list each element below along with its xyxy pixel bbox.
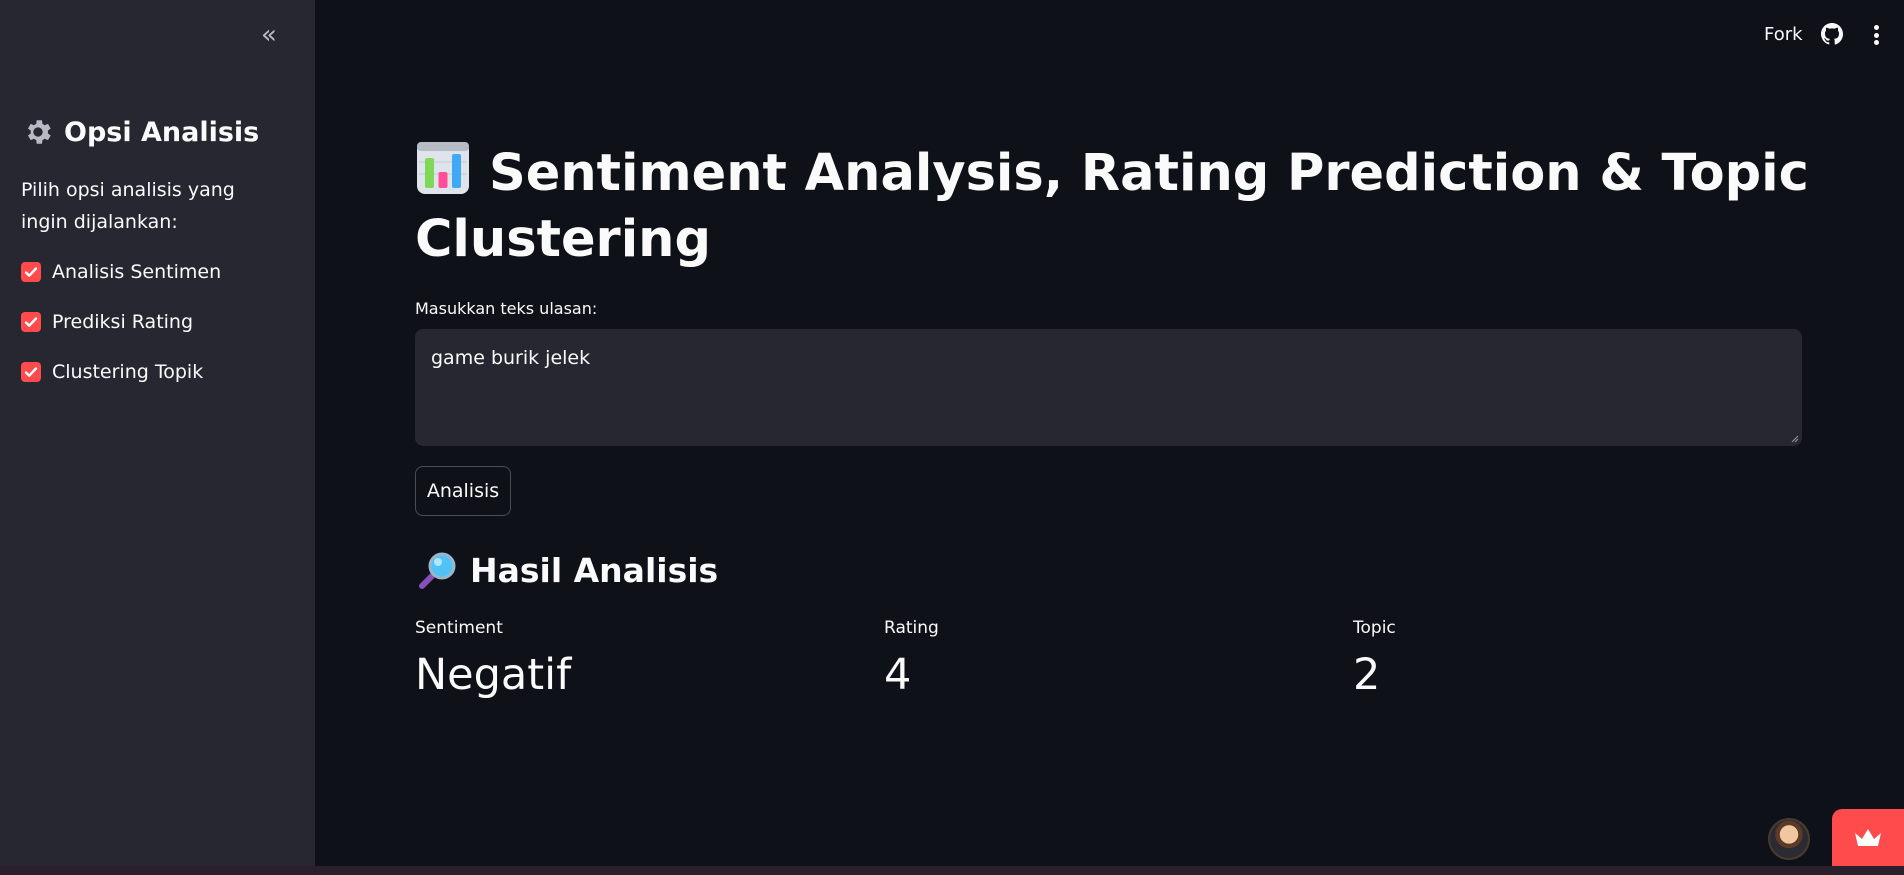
review-textarea[interactable]: game burik jelek bbox=[415, 329, 1802, 446]
sidebar-title-text: Opsi Analisis bbox=[64, 116, 260, 148]
review-textarea-value: game burik jelek bbox=[431, 347, 591, 369]
streamlit-badge-button[interactable] bbox=[1832, 809, 1904, 866]
magnifying-glass-icon bbox=[419, 552, 456, 589]
checkbox-checked-icon[interactable] bbox=[21, 262, 41, 282]
fork-button[interactable]: Fork bbox=[1764, 24, 1803, 45]
checkbox-checked-icon[interactable] bbox=[21, 362, 41, 382]
crown-icon bbox=[1855, 828, 1881, 846]
option-label: Analisis Sentimen bbox=[52, 261, 222, 283]
review-input-label: Masukkan teks ulasan: bbox=[415, 299, 598, 318]
sidebar-title: Opsi Analisis bbox=[22, 116, 259, 148]
checkbox-checked-icon[interactable] bbox=[21, 312, 41, 332]
taskbar-strip bbox=[0, 866, 1904, 875]
metric-rating: Rating 4 bbox=[884, 618, 939, 700]
metric-sentiment: Sentiment Negatif bbox=[415, 618, 571, 700]
metric-value: Negatif bbox=[415, 650, 572, 700]
metric-topic: Topic 2 bbox=[1353, 618, 1396, 700]
metric-label: Sentiment bbox=[415, 618, 503, 638]
page-title-text: Sentiment Analysis, Rating Prediction & … bbox=[415, 144, 1809, 269]
bar-chart-icon bbox=[417, 142, 469, 194]
option-clustering-topik[interactable]: Clustering Topik bbox=[21, 361, 203, 383]
sidebar-description: Pilih opsi analisis yang ingin dijalanka… bbox=[21, 179, 235, 233]
double-chevron-left-icon: « bbox=[261, 20, 277, 50]
sidebar: « Opsi Analisis Pilih opsi analisis yang… bbox=[0, 0, 315, 866]
results-heading: Hasil Analisis bbox=[418, 550, 718, 590]
metric-label: Topic bbox=[1353, 618, 1396, 638]
resize-grip-icon[interactable] bbox=[1789, 433, 1799, 443]
user-avatar[interactable] bbox=[1768, 818, 1810, 860]
option-prediksi-rating[interactable]: Prediksi Rating bbox=[21, 311, 193, 333]
page-title: Sentiment Analysis, Rating Prediction & … bbox=[415, 140, 1815, 273]
option-analisis-sentimen[interactable]: Analisis Sentimen bbox=[21, 261, 221, 283]
gear-icon bbox=[28, 120, 51, 144]
results-heading-text: Hasil Analisis bbox=[470, 550, 719, 590]
kebab-menu-icon bbox=[1873, 25, 1879, 30]
option-label: Clustering Topik bbox=[52, 361, 204, 383]
metric-value: 4 bbox=[884, 650, 912, 700]
analyze-button[interactable]: Analisis bbox=[415, 466, 511, 516]
metric-label: Rating bbox=[884, 618, 939, 638]
main-menu-button[interactable] bbox=[1866, 22, 1886, 48]
metric-value: 2 bbox=[1353, 650, 1381, 700]
collapse-sidebar-button[interactable]: « bbox=[252, 20, 286, 50]
github-icon[interactable] bbox=[1821, 23, 1843, 45]
option-label: Prediksi Rating bbox=[52, 311, 194, 333]
